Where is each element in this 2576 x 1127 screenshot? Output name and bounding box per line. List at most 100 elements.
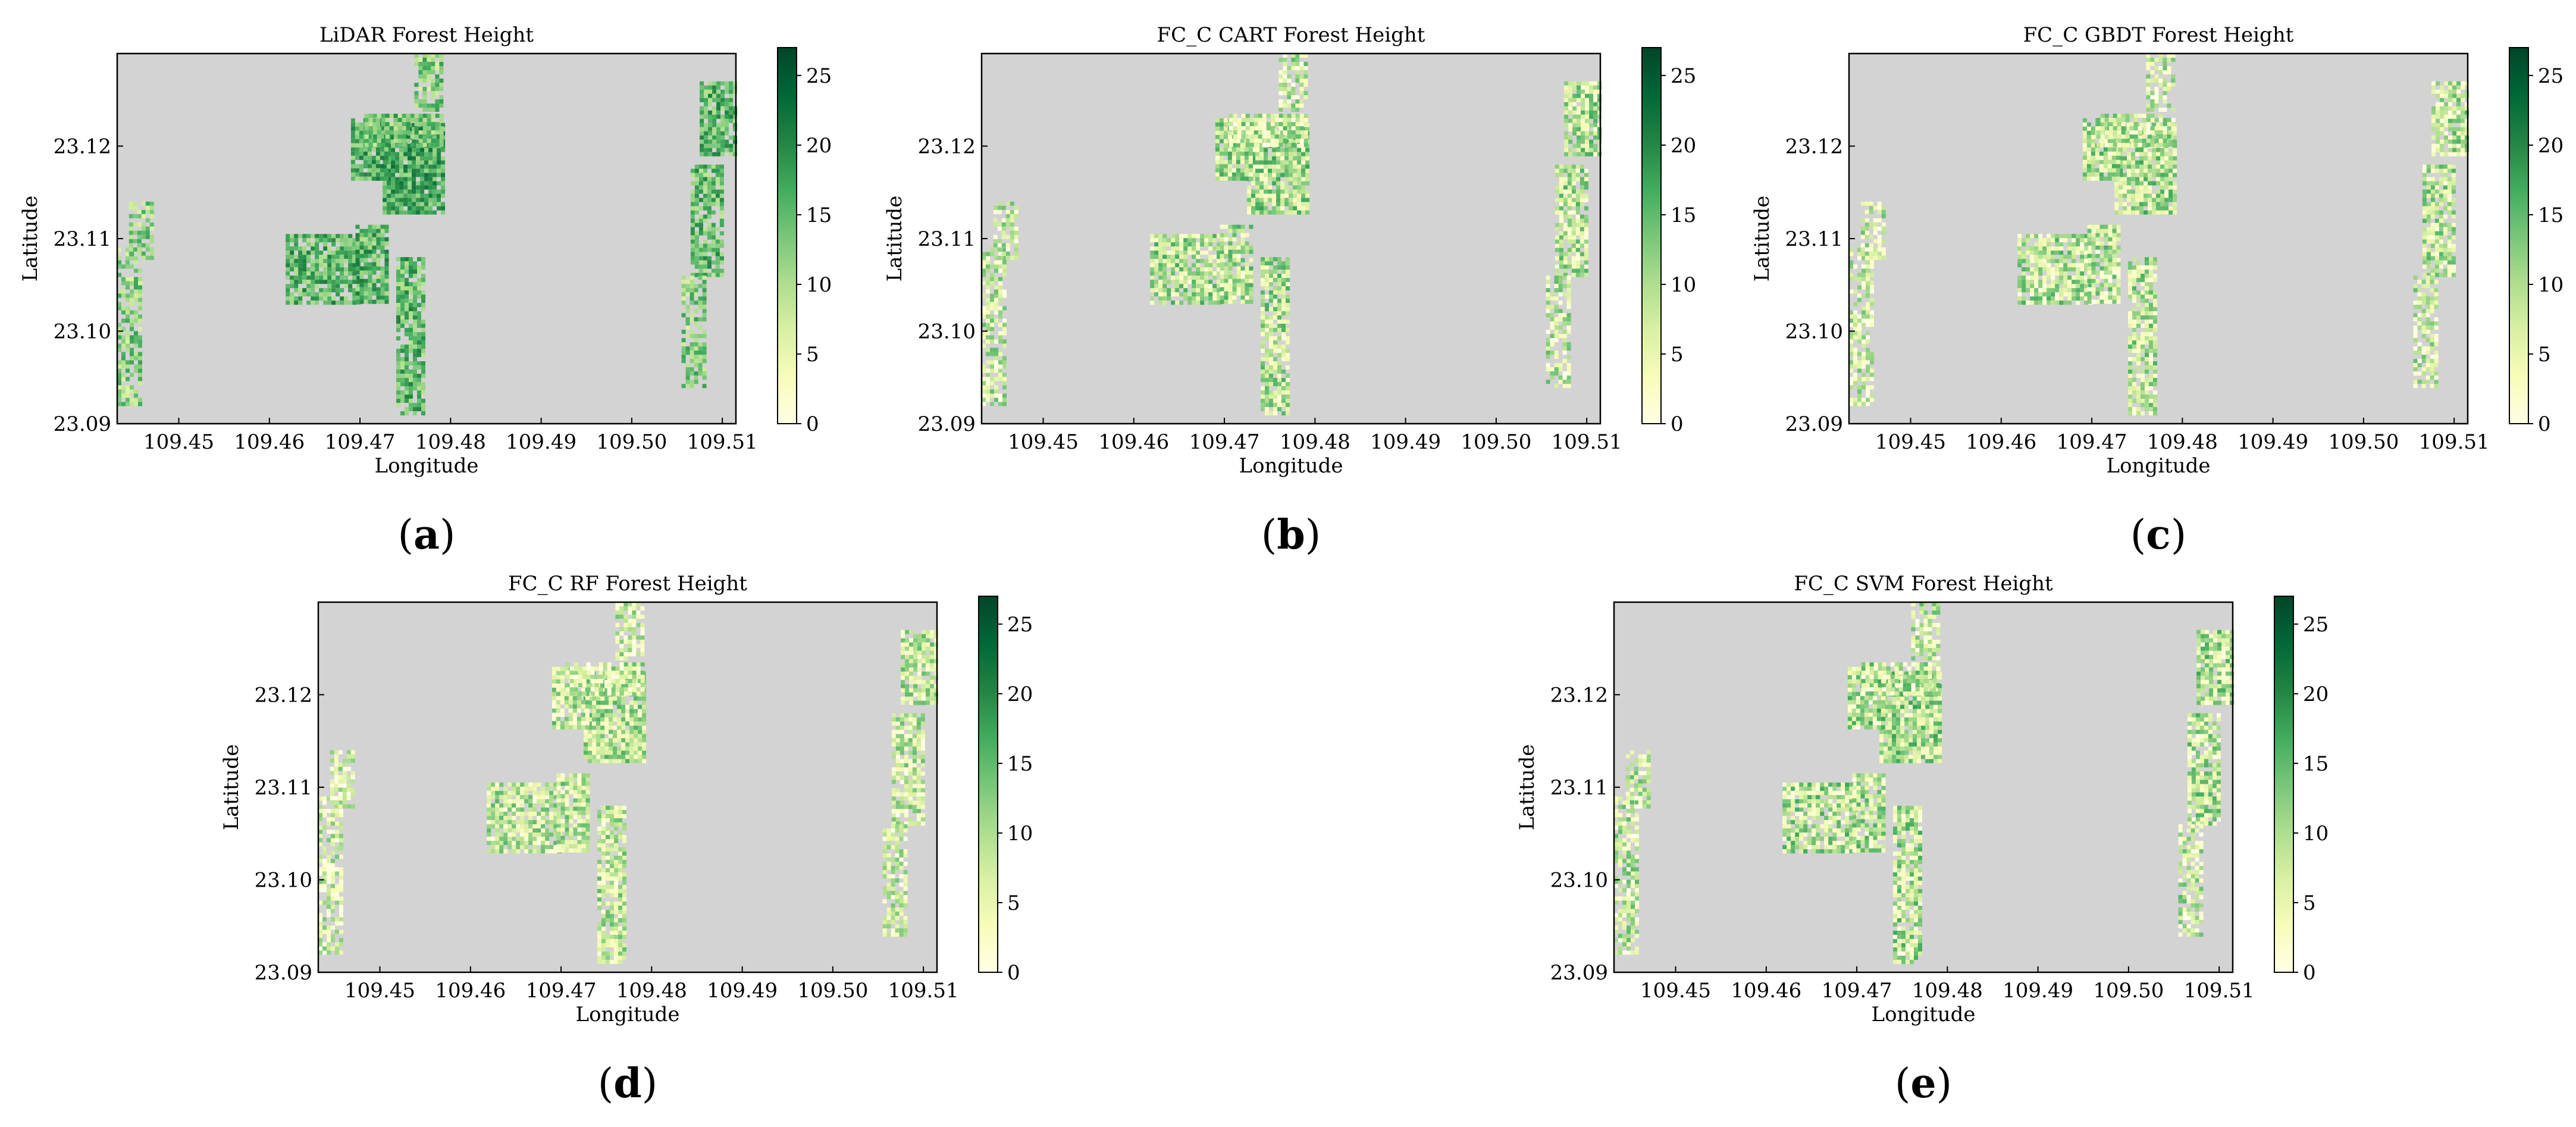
forest-pixel <box>1212 296 1217 301</box>
forest-pixel <box>1286 286 1290 291</box>
forest-pixel <box>1245 130 1250 135</box>
forest-pixel <box>1192 292 1196 297</box>
forest-pixel <box>1273 390 1277 395</box>
forest-pixel <box>1224 224 1229 229</box>
forest-pixel <box>2173 210 2177 215</box>
forest-pixel <box>2145 324 2149 328</box>
forest-pixel <box>1255 185 1260 190</box>
forest-pixel <box>2076 276 2080 280</box>
forest-pixel <box>694 210 699 215</box>
forest-pixel <box>1187 251 1192 255</box>
forest-pixel <box>1244 172 1249 177</box>
forest-pixel <box>685 288 690 293</box>
forest-pixel <box>1577 139 1581 144</box>
forest-pixel <box>2091 245 2096 250</box>
forest-pixel <box>1584 256 1588 261</box>
forest-pixel <box>372 291 377 296</box>
forest-pixel <box>2034 251 2039 255</box>
forest-pixel <box>2091 155 2095 160</box>
forest-pixel <box>1562 346 1567 351</box>
forest-pixel <box>421 353 425 358</box>
forest-pixel <box>1247 202 1252 206</box>
forest-pixel <box>1265 374 1269 378</box>
forest-pixel <box>1559 177 1563 181</box>
forest-pixel <box>368 262 372 267</box>
forest-pixel <box>1264 185 1268 190</box>
forest-pixel <box>719 214 724 219</box>
forest-pixel <box>2022 255 2026 259</box>
forest-pixel <box>1212 255 1217 259</box>
forest-pixel <box>2091 291 2096 296</box>
forest-pixel <box>381 130 386 135</box>
forest-pixel <box>1550 325 1555 330</box>
forest-pixel <box>1219 159 1224 164</box>
forest-pixel <box>2114 148 2119 152</box>
forest-pixel <box>1162 259 1167 264</box>
forest-pixel <box>2111 118 2116 123</box>
forest-pixel <box>1269 399 1273 403</box>
forest-pixel <box>413 265 417 270</box>
forest-pixel <box>1555 173 1559 177</box>
forest-pixel <box>1277 282 1281 287</box>
forest-pixel <box>2152 198 2157 202</box>
forest-pixel <box>416 156 421 161</box>
forest-pixel <box>352 259 357 264</box>
forest-pixel <box>327 267 332 272</box>
forest-pixel <box>2055 292 2060 297</box>
forest-pixel <box>690 168 695 173</box>
forest-pixel <box>368 118 373 123</box>
forest-pixel <box>421 278 425 283</box>
forest-pixel <box>2173 193 2177 198</box>
forest-pixel <box>2158 139 2163 143</box>
forest-pixel <box>424 181 429 186</box>
forest-pixel <box>1580 223 1584 227</box>
forest-pixel <box>421 274 425 278</box>
forest-pixel <box>418 130 423 135</box>
forest-pixel <box>1236 245 1241 250</box>
forest-pixel <box>1301 168 1306 173</box>
forest-pixel <box>126 277 130 281</box>
forest-pixel <box>733 81 738 86</box>
forest-pixel <box>117 306 121 311</box>
forest-pixel <box>2104 237 2108 242</box>
forest-pixel <box>1228 237 1233 242</box>
forest-pixel <box>708 89 713 94</box>
forest-pixel <box>1277 307 1281 312</box>
forest-pixel <box>690 371 694 376</box>
forest-pixel <box>1215 164 1220 168</box>
forest-pixel <box>2168 206 2173 211</box>
forest-pixel <box>417 353 421 358</box>
forest-pixel <box>2051 271 2055 276</box>
forest-pixel <box>702 355 707 359</box>
forest-pixel <box>2047 267 2051 272</box>
forest-pixel <box>1276 168 1281 173</box>
forest-pixel <box>1236 139 1240 143</box>
forest-pixel <box>2148 152 2152 156</box>
forest-pixel <box>433 185 437 190</box>
forest-pixel <box>416 210 421 215</box>
forest-pixel <box>294 276 299 280</box>
forest-pixel <box>720 135 725 140</box>
forest-pixel <box>1215 130 1220 135</box>
forest-pixel <box>1253 118 1258 123</box>
forest-pixel <box>2017 292 2022 297</box>
colorbar-tick-label: 10 <box>1671 273 1696 297</box>
forest-pixel <box>352 280 357 284</box>
forest-pixel <box>1268 185 1273 190</box>
forest-pixel <box>2038 238 2043 243</box>
forest-pixel <box>302 246 307 251</box>
forest-pixel <box>1281 382 1286 387</box>
forest-pixel <box>340 263 344 268</box>
forest-pixel <box>2128 311 2132 316</box>
forest-pixel <box>1272 181 1277 186</box>
forest-pixel <box>2103 139 2108 143</box>
forest-pixel <box>2095 278 2100 283</box>
forest-pixel <box>319 234 324 239</box>
forest-pixel <box>2091 258 2096 262</box>
forest-pixel <box>1291 95 1296 99</box>
forest-pixel <box>327 276 332 280</box>
forest-pixel <box>1585 123 1590 127</box>
forest-pixel <box>712 98 717 102</box>
forest-pixel <box>2047 296 2051 301</box>
forest-pixel <box>1563 181 1568 186</box>
